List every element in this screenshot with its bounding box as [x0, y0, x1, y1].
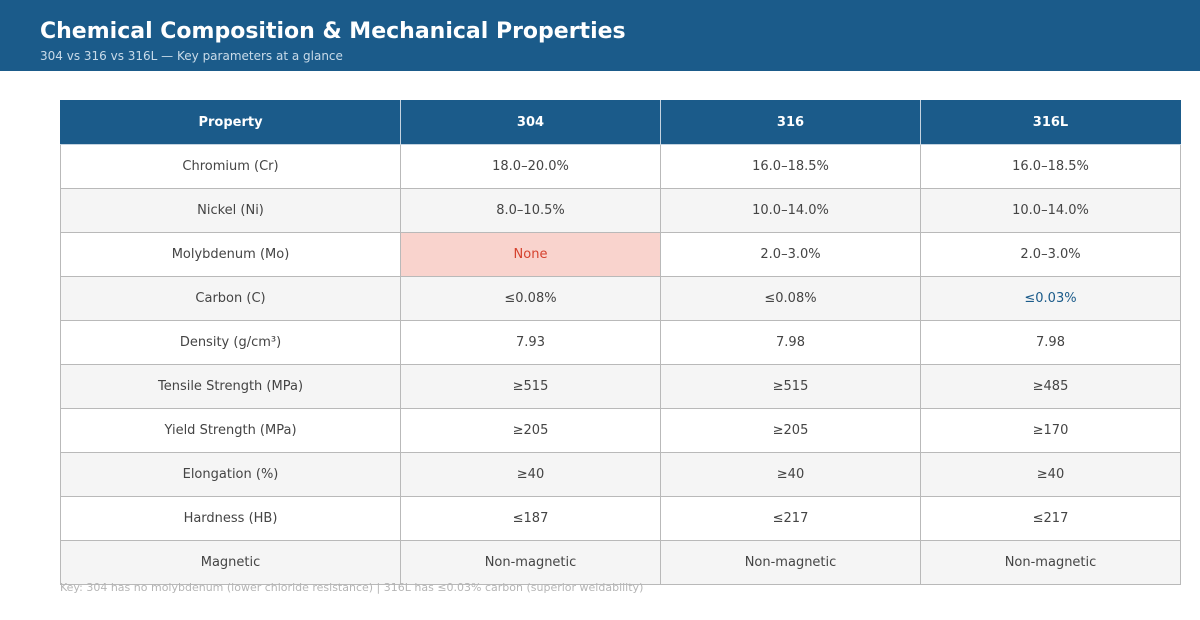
property-label: Nickel (Ni) [60, 188, 401, 233]
value-316l: 7.98 [920, 320, 1181, 365]
property-label: Chromium (Cr) [60, 144, 401, 189]
table-row: Elongation (%) ≥40 ≥40 ≥40 [60, 452, 1181, 497]
table-row: Carbon (C) ≤0.08% ≤0.08% ≤0.03% [60, 276, 1181, 321]
value-304-highlight-bad: None [400, 232, 661, 277]
value-304: ≤0.08% [400, 276, 661, 321]
value-304: ≥40 [400, 452, 661, 497]
value-316l: 2.0–3.0% [920, 232, 1181, 277]
value-316l: ≥485 [920, 364, 1181, 409]
properties-table: Property 304 316 316L Chromium (Cr) 18.0… [60, 100, 1181, 585]
property-label: Molybdenum (Mo) [60, 232, 401, 277]
page-subtitle: 304 vs 316 vs 316L — Key parameters at a… [40, 49, 343, 63]
table-row: Nickel (Ni) 8.0–10.5% 10.0–14.0% 10.0–14… [60, 188, 1181, 233]
value-304: ≤187 [400, 496, 661, 541]
property-label: Elongation (%) [60, 452, 401, 497]
value-316l: ≤217 [920, 496, 1181, 541]
table-row: Yield Strength (MPa) ≥205 ≥205 ≥170 [60, 408, 1181, 453]
value-304: Non-magnetic [400, 540, 661, 585]
property-label: Tensile Strength (MPa) [60, 364, 401, 409]
value-316: ≤217 [660, 496, 921, 541]
value-316l: 10.0–14.0% [920, 188, 1181, 233]
page-title: Chemical Composition & Mechanical Proper… [40, 19, 626, 44]
value-316: ≤0.08% [660, 276, 921, 321]
value-316l: ≥40 [920, 452, 1181, 497]
property-label: Density (g/cm³) [60, 320, 401, 365]
value-316: ≥205 [660, 408, 921, 453]
value-316l-highlight-good: ≤0.03% [920, 276, 1181, 321]
table-row: Molybdenum (Mo) None 2.0–3.0% 2.0–3.0% [60, 232, 1181, 277]
value-316: ≥515 [660, 364, 921, 409]
footnote: Key: 304 has no molybdenum (lower chlori… [60, 581, 644, 594]
table-row: Tensile Strength (MPa) ≥515 ≥515 ≥485 [60, 364, 1181, 409]
table-row: Chromium (Cr) 18.0–20.0% 16.0–18.5% 16.0… [60, 144, 1181, 189]
page-header: Chemical Composition & Mechanical Proper… [0, 0, 1200, 71]
value-304: ≥205 [400, 408, 661, 453]
value-316l: 16.0–18.5% [920, 144, 1181, 189]
table-row: Magnetic Non-magnetic Non-magnetic Non-m… [60, 540, 1181, 585]
value-316l: Non-magnetic [920, 540, 1181, 585]
value-316: 10.0–14.0% [660, 188, 921, 233]
column-header-property: Property [60, 100, 401, 145]
property-label: Magnetic [60, 540, 401, 585]
value-304: 18.0–20.0% [400, 144, 661, 189]
value-304: ≥515 [400, 364, 661, 409]
table-row: Hardness (HB) ≤187 ≤217 ≤217 [60, 496, 1181, 541]
property-label: Hardness (HB) [60, 496, 401, 541]
value-304: 7.93 [400, 320, 661, 365]
column-header-316: 316 [660, 100, 921, 145]
table-header-row: Property 304 316 316L [60, 100, 1181, 145]
value-316: Non-magnetic [660, 540, 921, 585]
column-header-304: 304 [400, 100, 661, 145]
property-label: Yield Strength (MPa) [60, 408, 401, 453]
value-316: ≥40 [660, 452, 921, 497]
value-316: 7.98 [660, 320, 921, 365]
value-304: 8.0–10.5% [400, 188, 661, 233]
column-header-316l: 316L [920, 100, 1181, 145]
value-316l: ≥170 [920, 408, 1181, 453]
table-row: Density (g/cm³) 7.93 7.98 7.98 [60, 320, 1181, 365]
property-label: Carbon (C) [60, 276, 401, 321]
value-316: 2.0–3.0% [660, 232, 921, 277]
value-316: 16.0–18.5% [660, 144, 921, 189]
